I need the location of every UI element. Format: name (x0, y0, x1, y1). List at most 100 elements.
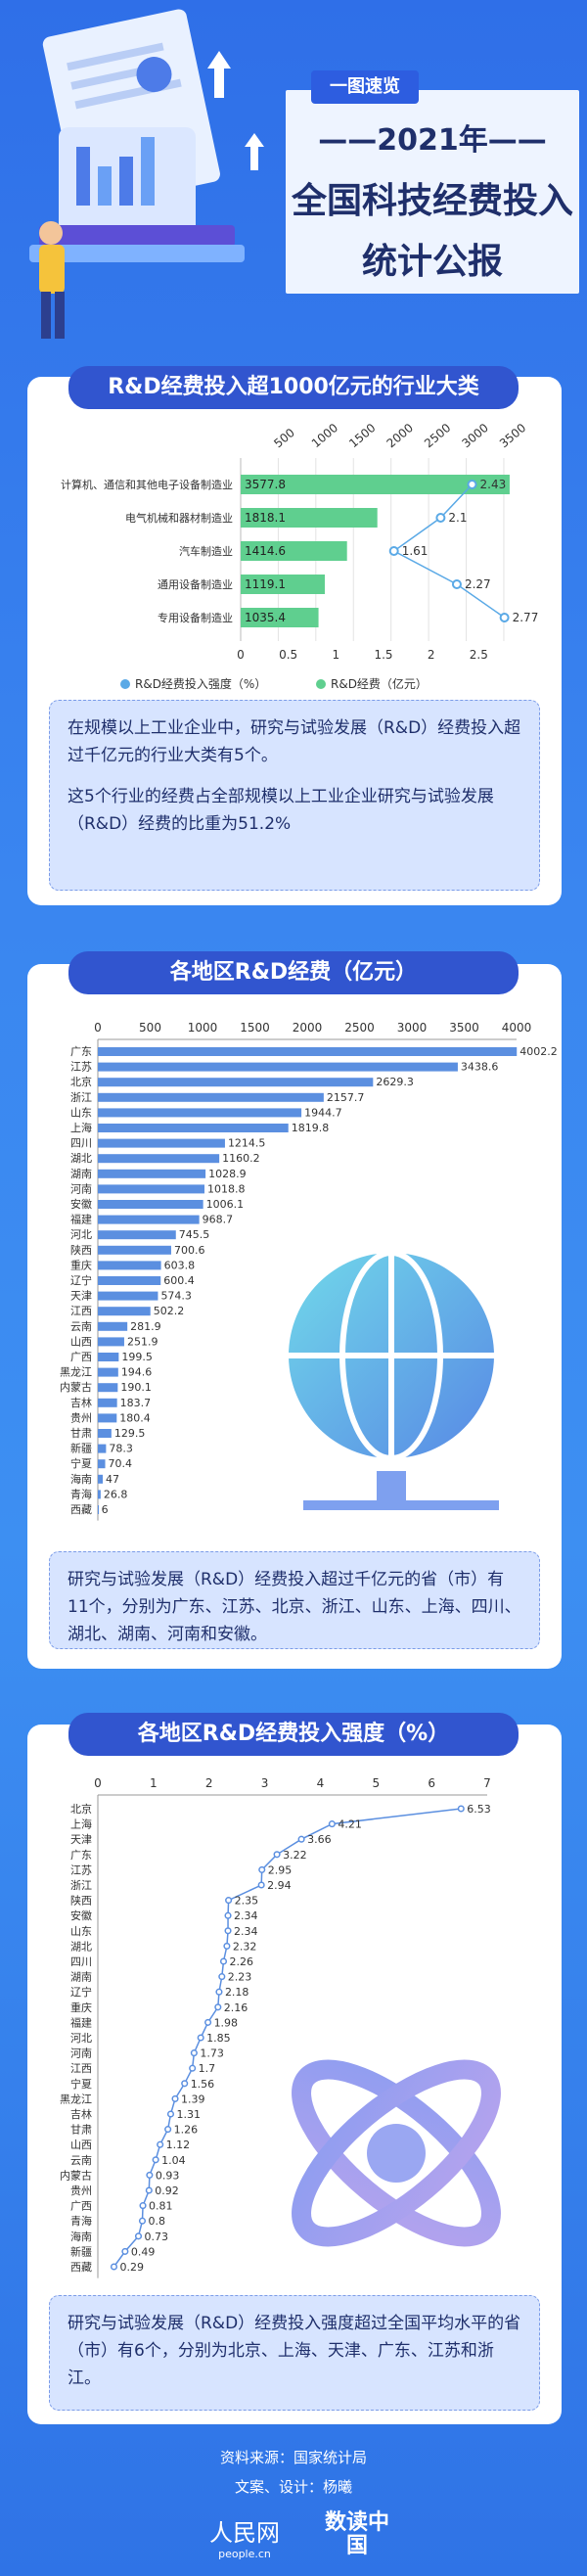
intensity-value-label: 2.16 (224, 2001, 248, 2014)
region-label: 海南 (70, 2230, 92, 2243)
section2-title: 各地区R&D经费（亿元） (68, 951, 519, 994)
intensity-point (499, 613, 510, 622)
region-label: 重庆 (70, 1258, 92, 1271)
bar-value-label: 194.6 (121, 1366, 153, 1379)
intensity-point (204, 2018, 212, 2026)
intensity-value-label: 0.93 (156, 2169, 180, 2182)
intensity-point (138, 2217, 147, 2225)
bar-value-label: 251.9 (127, 1335, 158, 1348)
intensity-point (181, 2080, 189, 2088)
bottom-axis-tick: 0.5 (279, 648, 297, 662)
bar-value-label: 1819.8 (292, 1122, 330, 1134)
region-label: 江西 (70, 1305, 92, 1317)
intensity-point (223, 1942, 231, 1950)
globe-decoration (289, 1250, 499, 1510)
intensity-value-label: 1.26 (174, 2124, 199, 2137)
bar-value-label: 70.4 (109, 1457, 133, 1470)
intensity-value-label: 2.1 (448, 511, 467, 525)
legend-swatch-intensity (120, 679, 130, 689)
intensity-value-label: 1.31 (176, 2108, 201, 2121)
bar-value-label: 603.8 (164, 1259, 196, 1271)
region-label: 云南 (70, 2154, 92, 2167)
intensity-point (152, 2156, 159, 2164)
region-label: 新疆 (70, 2244, 92, 2258)
page-title: 全国科技经费投入 (291, 181, 573, 221)
intensity-value-label: 3.22 (283, 1849, 307, 1862)
region-label: 广西 (70, 2200, 92, 2213)
data-source: 资料来源：国家统计局 (219, 2449, 367, 2466)
intensity-value-label: 2.43 (480, 478, 507, 491)
region-label: 四川 (70, 1955, 92, 1968)
bar-value-label: 129.5 (114, 1427, 146, 1440)
region-label: 北京 (70, 1802, 92, 1816)
region-label: 天津 (70, 1290, 92, 1303)
intensity-value-label: 1.61 (402, 544, 429, 558)
bar-value-label: 968.7 (203, 1214, 234, 1226)
region-label: 福建 (70, 2015, 92, 2029)
intensity-value-label: 3.66 (307, 1833, 332, 1846)
region-label: 江西 (70, 2062, 92, 2075)
intensity-value-label: 2.27 (465, 577, 491, 591)
x-axis-tick: 3000 (397, 1021, 428, 1035)
bar-value-label: 745.5 (179, 1228, 210, 1241)
intensity-value-label: 1.12 (166, 2139, 191, 2151)
bar-value-label: 199.5 (121, 1351, 153, 1363)
intensity-value-label: 2.23 (228, 1971, 252, 1984)
intensity-point (134, 2232, 143, 2240)
top-axis-tick: 1500 (346, 421, 378, 450)
bar-value-label: 1818.1 (245, 511, 286, 525)
bar (98, 1215, 200, 1224)
bar-value-label: 4002.2 (519, 1045, 558, 1058)
region-label: 湖南 (70, 1971, 92, 1984)
section3-title: 各地区R&D经费投入强度（%） (68, 1713, 519, 1756)
category-label: 通用设备制造业 (158, 577, 233, 591)
x-axis-tick: 500 (139, 1021, 161, 1035)
intensity-point (166, 2110, 175, 2118)
bar (98, 1124, 289, 1132)
top-axis-tick: 1000 (309, 421, 340, 450)
bar-value-label: 1160.2 (222, 1152, 260, 1165)
category-label: 电气机械和器材制造业 (125, 511, 233, 525)
bar-value-label: 1028.9 (208, 1168, 247, 1180)
section1-note-p1: 在规模以上工业企业中，研究与试验发展（R&D）经费投入超过千亿元的行业大类有5个… (68, 718, 521, 765)
bar-value-label: 1214.5 (228, 1137, 265, 1150)
intensity-point (297, 1835, 305, 1843)
page-subtitle: 统计公报 (361, 242, 503, 282)
legend-swatch-funding (316, 679, 326, 689)
bar (98, 1200, 203, 1209)
people-logo-sub: people.cn (218, 2548, 271, 2560)
region-label: 广西 (70, 1351, 92, 1363)
intensity-point (219, 1957, 228, 1965)
x-axis-tick: 2500 (344, 1021, 375, 1035)
intensity-value-label: 0.8 (148, 2215, 165, 2228)
section1-note: 在规模以上工业企业中，研究与试验发展（R&D）经费投入超过千亿元的行业大类有5个… (49, 700, 540, 891)
intensity-value-label: 1.04 (161, 2154, 186, 2167)
bar-value-label: 600.4 (163, 1274, 195, 1287)
intensity-point (189, 2064, 197, 2072)
atom-decoration (292, 2059, 501, 2247)
people-logo-text: 人民网 (209, 2519, 280, 2547)
intensity-point (145, 2186, 153, 2194)
x-axis-tick: 0 (94, 1021, 102, 1035)
x-axis-tick: 1000 (188, 1021, 218, 1035)
x-axis-tick: 6 (428, 1776, 435, 1790)
region-label: 吉林 (70, 2107, 92, 2121)
intensity-value-label: 1.73 (200, 2047, 224, 2060)
intensity-point (388, 546, 399, 556)
x-axis-tick: 3500 (449, 1021, 479, 1035)
region-label: 青海 (70, 1487, 92, 1500)
x-axis-tick: 4 (317, 1776, 325, 1790)
bar-value-label: 78.3 (109, 1443, 133, 1455)
x-axis-tick: 3 (261, 1776, 269, 1790)
bar (241, 575, 325, 594)
legend-label-funding: R&D经费（亿元） (331, 676, 428, 691)
intensity-value-label: 0.29 (119, 2261, 144, 2274)
region-label: 甘肃 (70, 2124, 92, 2137)
x-axis-tick: 2 (205, 1776, 213, 1790)
region-label: 内蒙古 (60, 1380, 92, 1394)
bar-value-label: 26.8 (104, 1488, 128, 1500)
region-label: 广东 (70, 1045, 92, 1058)
region-label: 山西 (70, 2139, 92, 2151)
intensity-line (113, 1808, 462, 2268)
bar-value-label: 574.3 (160, 1290, 192, 1303)
